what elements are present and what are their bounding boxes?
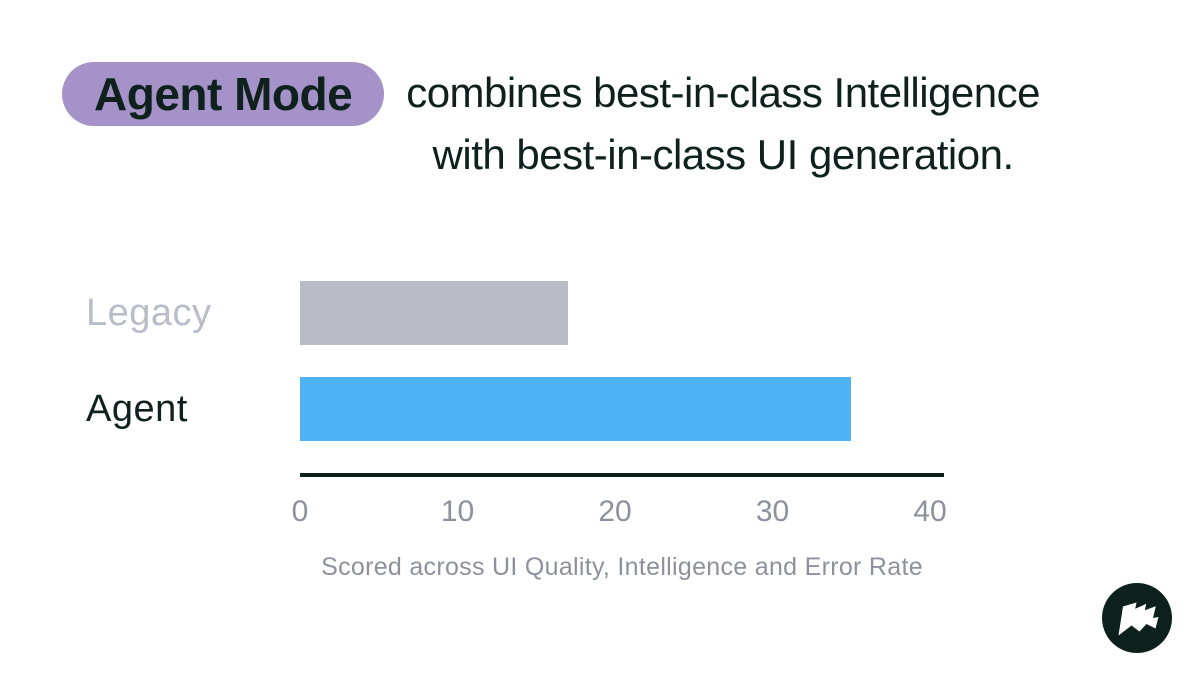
bar-track [300,281,930,345]
x-axis-ticks: 0 10 20 30 40 [292,495,947,528]
agent-mode-badge: Agent Mode [62,62,385,126]
flag-logo-svg [1102,583,1172,653]
x-tick-30: 30 [755,495,790,528]
title-line-2: with best-in-class UI generation. [432,131,1015,178]
bar-track [300,377,930,441]
header: Agent Mode combines best-in-class Intell… [0,0,1200,186]
x-tick-40: 40 [913,495,947,528]
bar-agent [300,377,852,441]
x-tick-10: 10 [440,495,475,528]
bar-chart: Legacy Agent 0 10 20 30 40 Scored across UI Q… [0,281,1200,582]
bar-legacy [300,281,568,345]
brand-logo [1102,583,1172,653]
chart-row: Agent [0,377,1200,441]
x-axis-line [300,473,944,477]
title-line-1: combines best-in-class Intelligence [406,69,1041,116]
bar-label-agent: Agent [86,387,188,430]
flag-icon [1118,602,1159,636]
chart-caption: Scored across UI Quality, Intelligence a… [321,553,923,581]
chart-row: Legacy [0,281,1200,345]
x-tick-0: 0 [291,495,309,528]
x-tick-20: 20 [598,495,632,528]
page-title: combines best-in-class Intelligence with… [406,62,1040,186]
bar-label-legacy: Legacy [86,291,212,334]
chart-rows: Legacy Agent [0,281,1200,441]
